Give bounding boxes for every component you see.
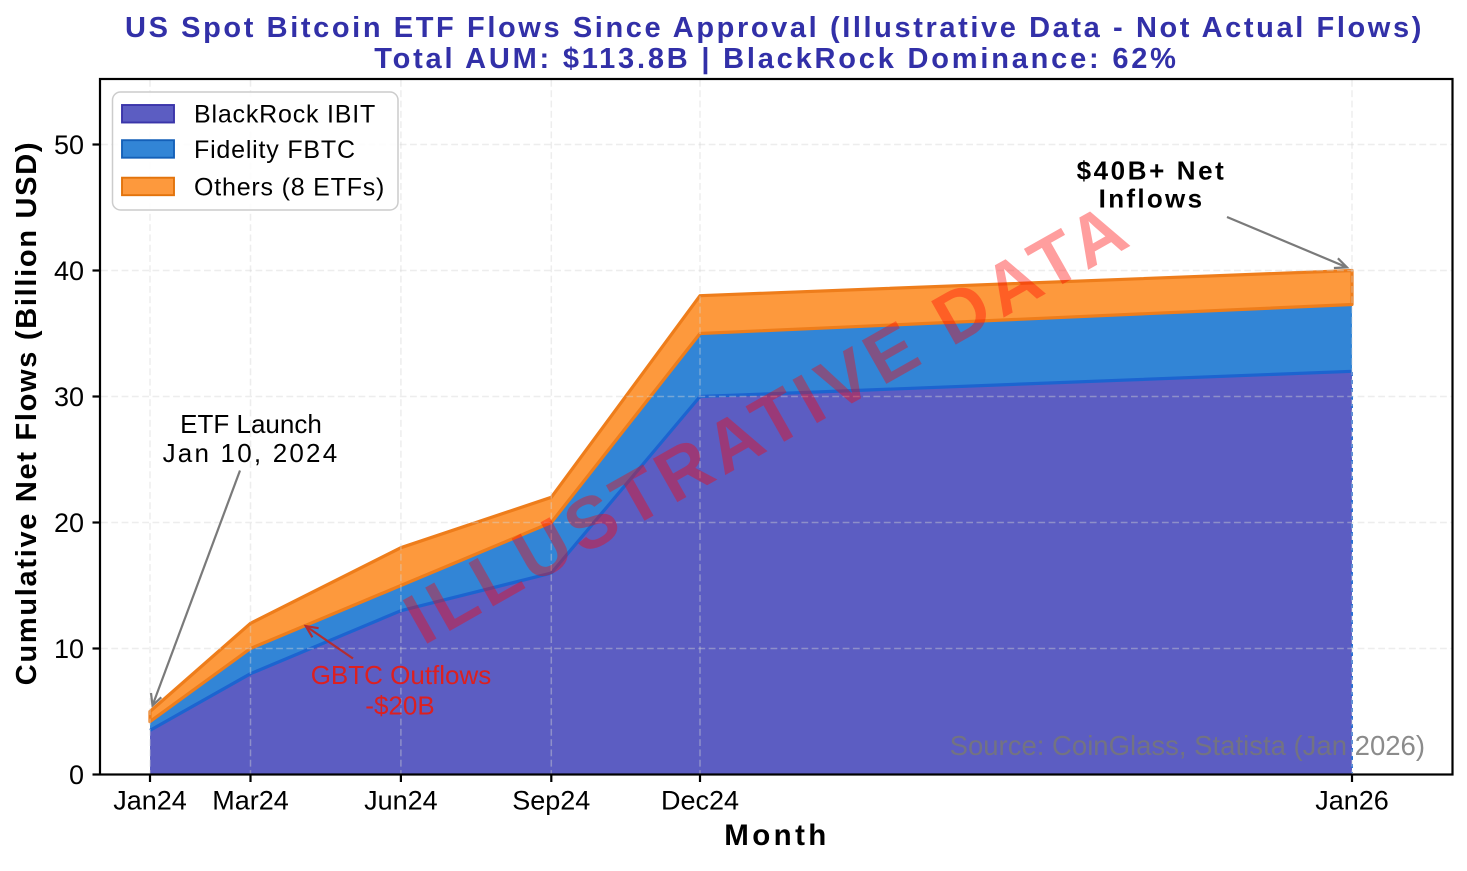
svg-text:BlackRock IBIT: BlackRock IBIT [194, 101, 376, 129]
svg-text:Source: CoinGlass, Statista (J: Source: CoinGlass, Statista (Jan 2026) [950, 730, 1425, 761]
svg-text:Inflows: Inflows [1099, 184, 1205, 214]
svg-text:ETF Launch: ETF Launch [180, 409, 322, 439]
svg-text:20: 20 [54, 508, 84, 538]
svg-text:30: 30 [54, 382, 84, 412]
svg-text:10: 10 [54, 634, 84, 664]
svg-text:Fidelity FBTC: Fidelity FBTC [194, 136, 356, 164]
svg-text:Dec24: Dec24 [661, 786, 739, 816]
svg-text:-$20B: -$20B [365, 691, 434, 721]
svg-text:Jan 10, 2024: Jan 10, 2024 [163, 438, 340, 468]
svg-text:Others (8 ETFs): Others (8 ETFs) [194, 174, 385, 202]
svg-text:Jan24: Jan24 [113, 786, 187, 816]
svg-text:40: 40 [54, 256, 84, 286]
svg-text:Total AUM: $113.8B | BlackRock: Total AUM: $113.8B | BlackRock Dominance… [374, 43, 1179, 75]
svg-text:0: 0 [69, 760, 84, 790]
svg-text:Sep24: Sep24 [512, 786, 590, 816]
svg-text:Jan26: Jan26 [1315, 786, 1389, 816]
svg-text:Mar24: Mar24 [212, 786, 289, 816]
svg-text:50: 50 [54, 130, 84, 160]
svg-text:Month: Month [724, 819, 829, 852]
svg-text:$40B+ Net: $40B+ Net [1077, 156, 1227, 186]
svg-text:Cumulative Net Flows (Billion: Cumulative Net Flows (Billion USD) [11, 141, 43, 685]
svg-text:GBTC Outflows: GBTC Outflows [311, 660, 492, 690]
svg-text:US Spot Bitcoin ETF Flows Sinc: US Spot Bitcoin ETF Flows Since Approval… [125, 12, 1424, 44]
svg-text:Jun24: Jun24 [364, 786, 438, 816]
